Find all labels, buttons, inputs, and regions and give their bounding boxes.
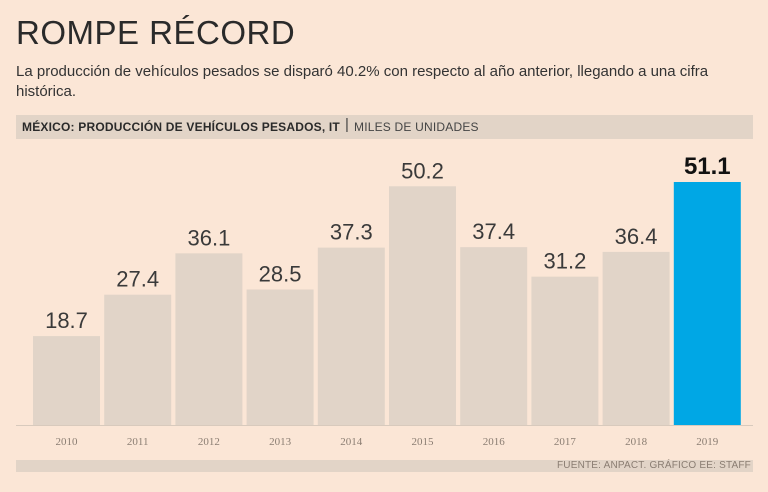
source-note: FUENTE: ANPACT. GRÁFICO EE: STAFF [556,460,751,471]
data-label-2016: 37.4 [472,219,515,244]
data-label-2013: 28.5 [259,261,302,286]
bar-2015 [389,186,456,425]
bar-2016 [460,247,528,425]
chart-series-title: MÉXICO: PRODUCCIÓN DE VEHÍCULOS PESADOS,… [22,120,340,134]
bar-2010 [33,336,100,425]
chart-subtitle: La producción de vehículos pesados se di… [16,63,709,100]
bar-2011 [104,294,172,425]
bar-chart: 18.7 2010 27.4 2011 36.1 2012 28.5 2013 37.3 2014… [16,153,753,448]
chart-header-bar: MÉXICO: PRODUCCIÓN DE VEHÍCULOS PESADOS,… [16,115,753,139]
data-label-2012: 36.1 [187,225,230,250]
x-tick-2010: 2010 [56,436,79,448]
footer-bar: FUENTE: ANPACT. GRÁFICO EE: STAFF [16,460,753,472]
x-tick-2011: 2011 [127,436,149,448]
header-separator: | [345,116,349,133]
bar-2018 [602,251,670,425]
x-tick-2013: 2013 [269,436,292,448]
data-label-2015: 50.2 [401,158,444,183]
x-tick-2015: 2015 [412,436,435,448]
x-tick-2016: 2016 [483,436,506,448]
bar-2019 [673,182,741,425]
x-tick-2012: 2012 [198,436,220,448]
x-tick-2017: 2017 [554,436,577,448]
data-label-2018: 36.4 [615,224,658,249]
chart-units-label: MILES DE UNIDADES [354,120,479,134]
data-label-2010: 18.7 [45,308,88,333]
chart-title: ROMPE RÉCORD [16,14,296,51]
x-tick-2018: 2018 [625,436,648,448]
data-label-2011: 27.4 [116,267,159,292]
bar-2014 [317,247,385,425]
data-label-2017: 31.2 [543,249,586,274]
data-label-2014: 37.3 [330,220,373,245]
bar-2012 [175,253,243,425]
x-tick-2019: 2019 [696,436,719,448]
data-label-2019: 51.1 [684,153,731,180]
x-tick-2014: 2014 [340,436,363,448]
bar-2013 [246,289,314,425]
bar-2017 [531,276,599,425]
